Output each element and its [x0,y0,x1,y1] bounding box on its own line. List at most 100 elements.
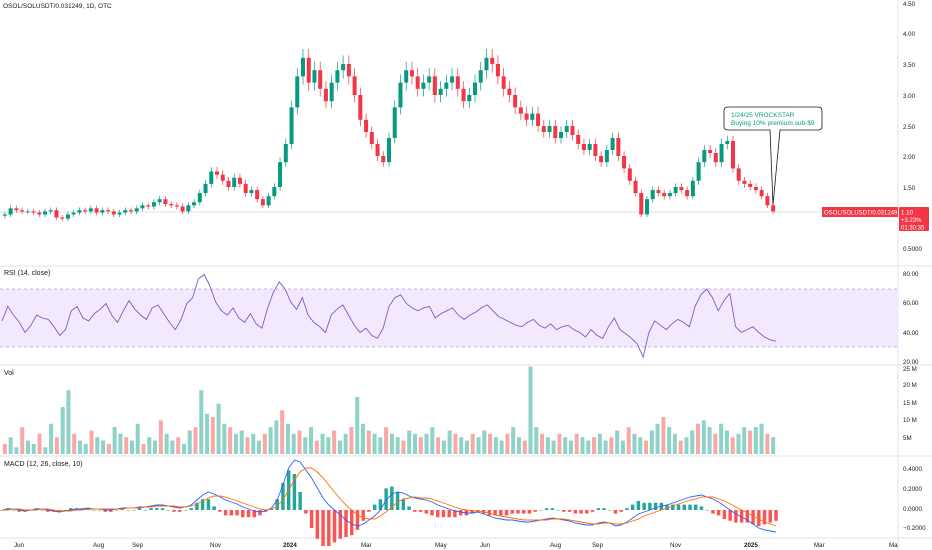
volume-bar [511,427,516,454]
volume-bar [297,430,302,454]
candle-body [54,210,59,218]
macd-histogram-bar [522,510,526,514]
macd-histogram-bar [436,510,440,518]
macd-tick-label: 0.4000 [903,466,922,473]
time-tick-label: 2024 [283,542,297,549]
volume-bar [719,423,724,454]
volume-bar [83,443,88,454]
macd-histogram-bar [539,510,543,511]
volume-bar [459,437,464,454]
macd-histogram-bar [716,510,721,516]
candle-body [169,204,174,206]
volume-bar [418,437,423,454]
volume-title[interactable]: Vol [4,370,14,377]
macd-histogram-bar [630,504,635,510]
macd-histogram-bar [739,510,744,523]
candle-body [736,168,741,181]
volume-bar [395,437,400,454]
macd-title[interactable]: MACD (12, 26, close, 10) [4,461,83,468]
macd-histogram-bar [143,510,148,511]
price-badge-change: +3.23% [901,218,922,224]
macd-histogram-bar [653,502,658,510]
candle-body [753,187,758,191]
volume-bar [713,433,718,454]
candle-body [163,199,168,205]
candle-body [771,205,776,212]
time-tick-label: Ma [889,542,898,549]
candle-body [656,190,661,194]
candle-body [461,88,466,102]
candle-body [702,150,707,163]
volume-bar [303,437,308,454]
macd-histogram-bar [453,510,457,518]
volume-bar [176,437,181,454]
symbol-badge-text: OSOL/SOLUSDT/0.031249 [824,211,898,217]
volume-bar [222,423,227,454]
annotation-callout[interactable]: 1/24/25 VROCKSTAR Buying 10% premium sub… [723,106,823,206]
macd-histogram-bar [355,510,360,530]
candle-body [444,82,449,89]
macd-histogram-bar [275,499,279,510]
candle-body [765,196,770,206]
macd-histogram-bar [11,510,16,511]
volume-bar [464,440,469,454]
volume-bar [158,420,163,454]
candlestick-series[interactable] [2,48,776,222]
candle-body [37,212,42,215]
chart-header[interactable]: OSOL/SOLUSDT/0.031249, 1D, OTC [3,3,112,10]
volume-bar [187,430,192,454]
macd-histogram-bar [493,510,497,516]
candle-body [507,88,512,95]
candle-body [748,183,753,187]
macd-histogram-bar [602,508,606,510]
candle-body [415,76,420,89]
macd-histogram-bar [212,506,216,510]
candle-body [639,193,644,215]
macd-histogram-bar [183,510,188,511]
candle-body [128,210,134,212]
price-tick-label: 0.5000 [903,246,922,253]
time-tick-label: Sep [592,542,604,549]
volume-series [2,366,776,454]
candle-body [111,211,116,215]
volume-bar [106,443,111,454]
candle-body [627,168,632,181]
macd-histogram-bar [63,510,67,511]
volume-bar [31,443,36,454]
rsi-title[interactable]: RSI (14, close) [4,270,51,277]
candle-body [8,208,13,215]
candle-body [450,76,455,83]
candle-body [576,135,581,144]
candle-body [237,177,242,184]
volume-bar [447,430,452,454]
candle-body [134,208,139,212]
candle-body [432,76,437,95]
candle-body [117,212,122,215]
volume-bar [280,410,285,454]
volume-bar [759,423,764,454]
macd-histogram-bar [332,510,337,543]
volume-bar [551,440,556,454]
candle-body [633,180,638,194]
volume-bar [372,433,377,454]
candle-body [667,193,672,197]
volume-bar [170,440,175,454]
volume-bar [257,440,262,454]
candle-body [48,210,53,212]
candle-body [593,144,598,156]
candle-body [708,150,713,153]
macd-histogram-bar [200,499,205,510]
candle-body [329,82,334,102]
volume-bar [2,443,7,454]
volume-tick-label: 15 M [903,400,917,407]
macd-histogram-bar [178,510,182,512]
candle-body [673,187,678,194]
macd-histogram-bar [642,502,646,510]
candle-body [501,76,506,89]
macd-histogram-bar [344,510,348,537]
price-label-badge[interactable]: OSOL/SOLUSDT/0.031249 1.10 +3.23% 01:30:… [822,207,929,232]
macd-histogram-bar [619,510,623,512]
macd-histogram-bar [390,486,394,510]
volume-bar [135,423,140,454]
